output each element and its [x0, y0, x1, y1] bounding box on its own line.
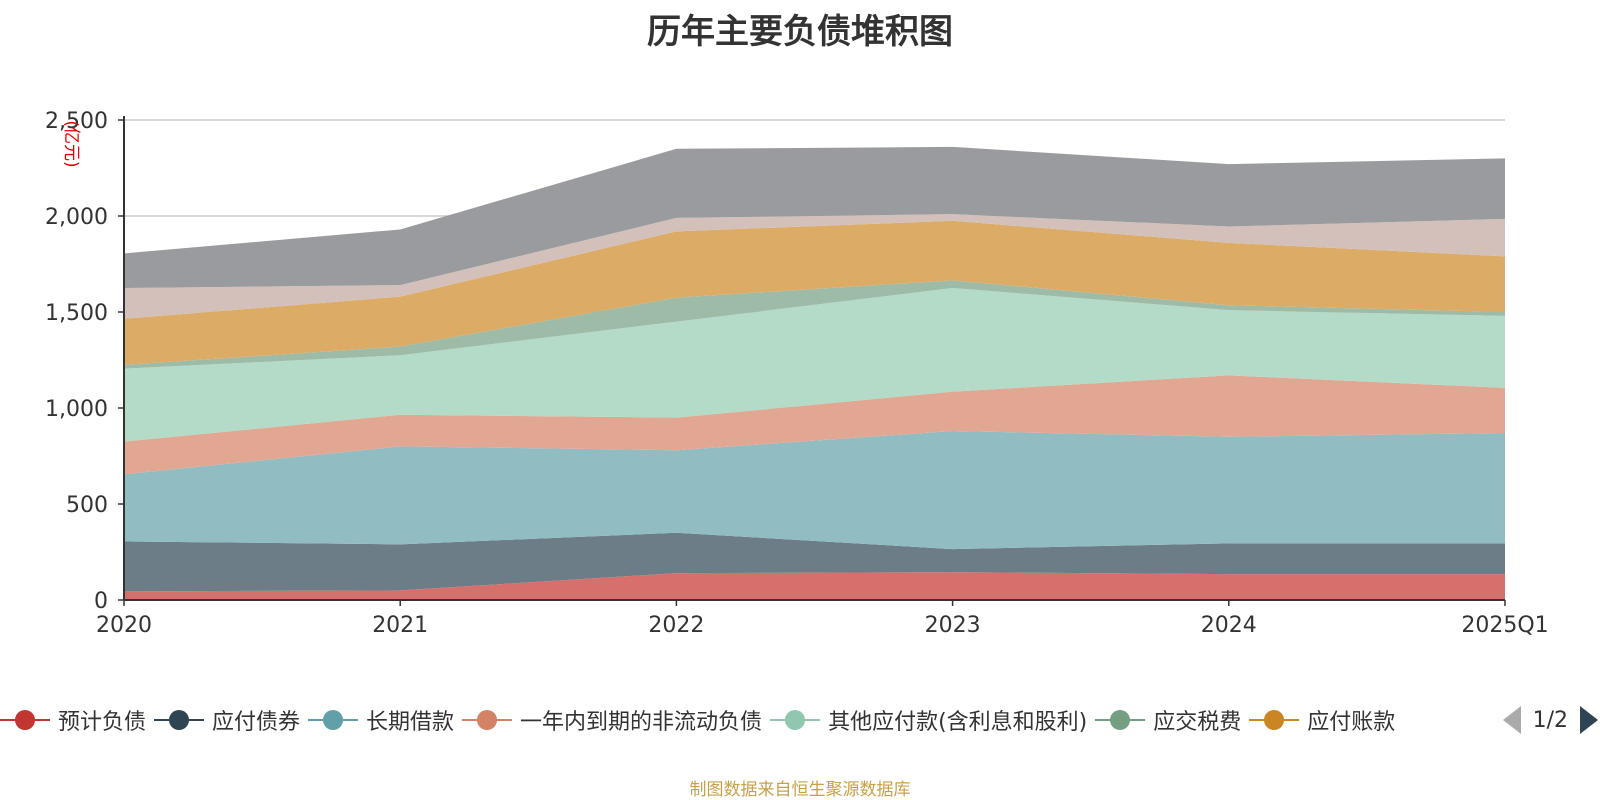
y-tick-label: 2,500 — [45, 109, 108, 134]
area-series-9 — [124, 146, 1505, 288]
y-tick-label: 500 — [66, 493, 108, 518]
legend-label: 预计负债 — [58, 710, 147, 735]
legend-item[interactable]: 长期借款 — [308, 700, 454, 740]
legend-page-indicator: 1/2 — [1532, 707, 1568, 733]
y-tick-label: 1,500 — [45, 301, 108, 326]
legend-label: 应付账款 — [1307, 710, 1396, 735]
area-预计负债 — [124, 572, 1505, 600]
legend-marker-icon — [0, 708, 50, 732]
legend-pager: 1/2 — [1490, 702, 1600, 738]
legend-label: 长期借款 — [366, 710, 455, 735]
legend-marker-icon — [770, 708, 821, 732]
legend-item[interactable]: 应交税费 — [1095, 700, 1241, 740]
axes: 0 500 1,000 1,500 2,000 2,500 2020 2021 2022 2023… — [45, 109, 1549, 638]
legend-prev-icon[interactable] — [1502, 706, 1521, 734]
legend-item[interactable]: 其他应付款(含利息和股利) — [770, 700, 1087, 740]
legend-label: 应交税费 — [1153, 710, 1242, 735]
data-source-note: 制图数据来自恒生聚源数据库 — [689, 780, 911, 800]
x-tick-label: 2021 — [372, 613, 428, 638]
y-axis-unit-label: (亿元) — [61, 120, 81, 167]
x-tick-label: 2022 — [648, 613, 704, 638]
y-tick-label: 1,000 — [45, 397, 108, 422]
area-应付账款 — [124, 220, 1505, 365]
area-应付债券 — [124, 532, 1505, 592]
legend-item[interactable]: 应付账款 — [1249, 700, 1395, 740]
legend-marker-icon — [1249, 708, 1300, 732]
area-长期借款 — [124, 431, 1505, 550]
legend-marker-icon — [1095, 708, 1146, 732]
chart-title: 历年主要负债堆积图 — [647, 12, 953, 52]
area-其他应付款(含利息和股利) — [124, 288, 1505, 442]
legend-next-icon[interactable] — [1580, 706, 1598, 734]
x-tick-label: 2024 — [1201, 613, 1257, 638]
legend-marker-icon — [308, 708, 359, 732]
legend-marker-icon — [462, 708, 513, 732]
y-tick-label: 2,000 — [45, 205, 108, 230]
stacked-area-chart: 0 500 1,000 1,500 2,000 2,500 2020 2021 2022 2023… — [45, 109, 1549, 638]
legend-item[interactable]: 一年内到期的非流动负债 — [462, 700, 762, 740]
x-tick-label: 2020 — [96, 613, 152, 638]
legend-marker-icon — [154, 708, 205, 732]
legend-label: 一年内到期的非流动负债 — [520, 710, 763, 735]
area-series — [124, 146, 1505, 600]
area-一年内到期的非流动负债 — [124, 375, 1505, 475]
area-应交税费 — [124, 280, 1505, 369]
x-tick-label: 2025Q1 — [1461, 613, 1548, 638]
legend-item[interactable]: 应付债券 — [154, 700, 300, 740]
legend: 预计负债 应付债券 长期借款 一年内到期的非流动负债 其他应付款(含利息和股利) 应交税费… — [0, 700, 1490, 740]
area-series-8 — [124, 214, 1505, 319]
y-tick-label: 0 — [94, 589, 108, 614]
x-tick-label: 2023 — [925, 613, 981, 638]
legend-item[interactable]: 预计负债 — [0, 700, 146, 740]
legend-label: 其他应付款(含利息和股利) — [828, 710, 1088, 735]
legend-label: 应付债券 — [212, 710, 301, 735]
